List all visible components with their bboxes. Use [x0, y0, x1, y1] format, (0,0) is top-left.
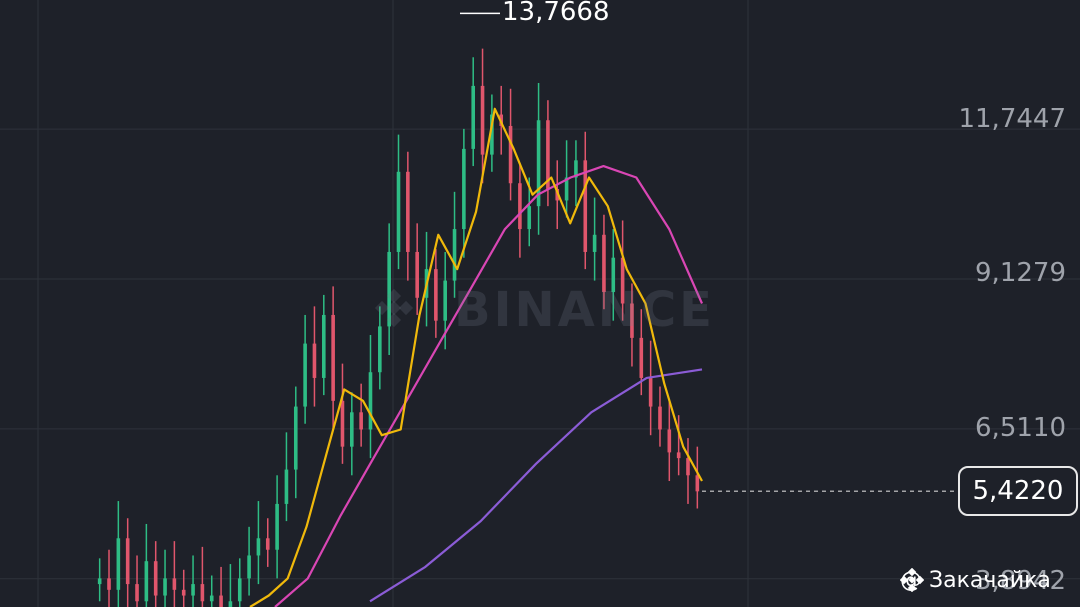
price-tick-label: 3,8942: [975, 566, 1066, 596]
candle-body: [368, 372, 373, 430]
candle-body: [219, 595, 223, 607]
candle-body: [546, 120, 550, 189]
candle-body: [144, 561, 149, 602]
candle-body: [658, 406, 662, 430]
candle-body: [564, 177, 569, 201]
candle-body: [256, 538, 261, 556]
candle-body: [583, 160, 588, 252]
footer-handle: @ Закачайка: [900, 568, 1051, 593]
candle-body: [574, 160, 578, 178]
candle-body: [303, 343, 307, 407]
candle-body: [172, 578, 177, 590]
candle-body: [611, 257, 616, 293]
candle-body: [321, 314, 326, 378]
candle-body: [378, 326, 382, 373]
price-tick-label: 11,7447: [958, 104, 1066, 134]
candle-body: [518, 183, 522, 230]
candle-body: [247, 555, 251, 579]
candle-body: [340, 400, 345, 447]
candle-body: [686, 458, 690, 476]
watermark: BINANCE: [454, 282, 715, 338]
binance-logo-icon: [374, 288, 414, 328]
candle-body: [265, 538, 270, 550]
candle-body: [153, 561, 158, 596]
candle-body: [536, 120, 541, 207]
binance-square-icon: [900, 568, 924, 592]
candle-body: [443, 280, 447, 321]
candle-body: [237, 578, 242, 602]
candle-body: [107, 578, 111, 590]
candle-body: [135, 584, 139, 602]
candle-body: [406, 171, 410, 252]
candle-body: [387, 251, 391, 327]
candle-body: [228, 601, 233, 607]
candle-body: [648, 377, 653, 407]
candle-body: [209, 595, 214, 602]
candle-body: [200, 584, 205, 602]
candle-body: [163, 578, 167, 596]
candle-body: [331, 314, 335, 401]
candle-body: [667, 429, 672, 453]
candle-body: [415, 251, 419, 298]
candle-body: [620, 257, 625, 304]
candle-body: [350, 412, 354, 447]
candle-body: [630, 303, 634, 338]
candle-body: [359, 412, 363, 430]
candle-body: [191, 584, 195, 596]
candle-body: [480, 85, 485, 155]
candle-body: [676, 452, 681, 459]
candle-body: [592, 234, 597, 252]
footer-handle-text: @ Закачайка: [900, 568, 1051, 593]
candle-body: [452, 229, 457, 281]
candle-body: [462, 148, 466, 230]
candle-body: [508, 125, 513, 184]
candle-body: [527, 206, 532, 230]
candle-body: [602, 234, 606, 293]
high-price-label: 13,7668: [502, 0, 610, 28]
candle-body: [396, 171, 401, 252]
candle-body: [116, 538, 121, 590]
candle-body: [490, 114, 494, 155]
candle-body: [284, 469, 289, 504]
candle-body: [275, 503, 279, 550]
price-tick-label: 6,5110: [975, 413, 1066, 443]
candle-body: [695, 475, 700, 492]
candle-body: [125, 538, 130, 585]
candle-body: [293, 406, 298, 470]
ma-medium-line: [274, 165, 704, 607]
candle-body: [181, 589, 186, 596]
candle-body: [97, 578, 102, 585]
last-price-badge: 5,4220: [958, 466, 1078, 517]
candle-body: [434, 269, 438, 321]
candle-body: [312, 343, 317, 378]
candle-body: [471, 85, 476, 149]
candle-body: [639, 337, 644, 378]
ma-long-line: [369, 368, 703, 603]
price-tick-label: 9,1279: [975, 258, 1066, 288]
ma-short-line: [249, 107, 703, 607]
